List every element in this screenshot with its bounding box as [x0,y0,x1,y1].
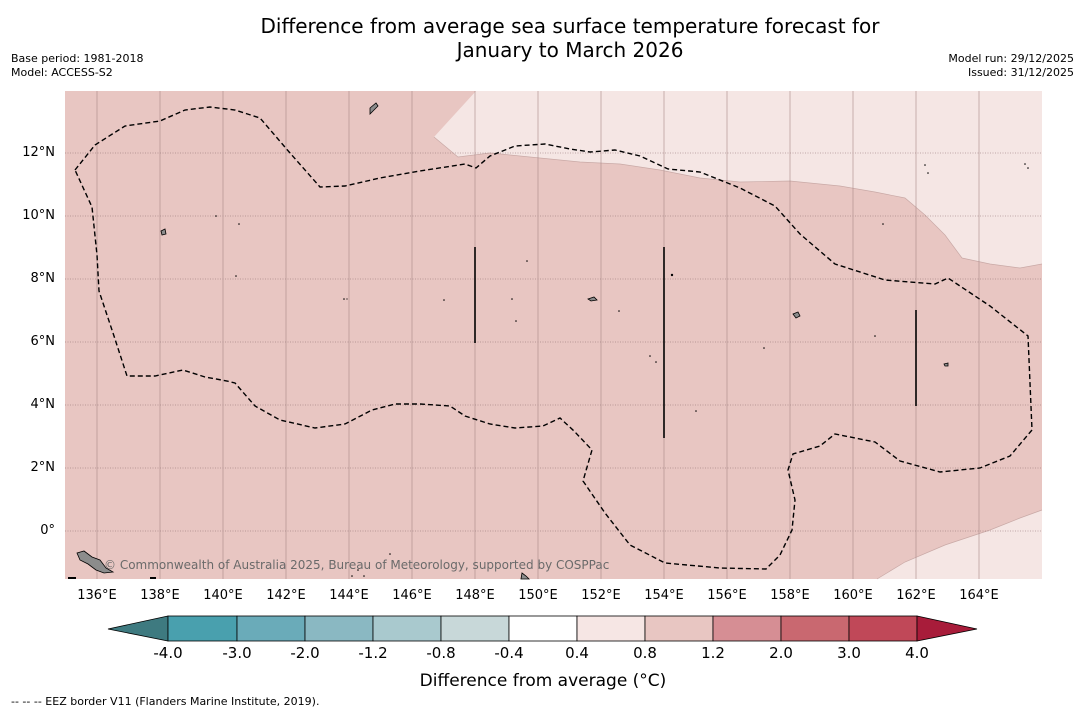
colorbar-bin-1 [167,615,238,642]
colorbar-label: -3.0 [222,644,252,662]
lon-label-146e: 146°E [392,588,432,603]
light-anomaly-region-south [877,510,1042,579]
lon-label-158e: 158°E [770,588,810,603]
lon-label-150e: 150°E [518,588,558,603]
colorbar-bin-4 [372,615,442,642]
meridians [96,91,980,579]
base-period: Base period: 1981-2018 [11,52,144,65]
lon-label-138e: 138°E [140,588,180,603]
map-title: Difference from average sea surface temp… [0,14,1085,62]
colorbar-label: -2.0 [290,644,320,662]
colorbar [107,615,978,642]
lat-label-12n: 12°N [22,145,55,160]
colorbar-label: -0.8 [426,644,456,662]
island-guam [369,102,379,115]
colorbar-title: Difference from average (°C) [419,671,667,691]
colorbar-label: 0.8 [633,644,657,662]
island-chuuk [587,296,598,302]
colorbar-bin-3 [304,615,374,642]
lon-label-136e: 136°E [77,588,117,603]
footnote: -- -- -- EEZ border V11 (Flanders Marine… [11,695,320,708]
meta-left: Base period: 1981-2018 Model: ACCESS-S2 [11,52,143,79]
graticule [65,152,1042,532]
lat-label-4n: 4°N [30,397,56,412]
eez-border [74,106,1033,570]
light-anomaly-region-north [434,91,1042,268]
lat-label-0: 0° [40,523,55,538]
issued-date: Issued: 31/12/2025 [967,65,1074,79]
colorbar-label: 4.0 [905,644,929,662]
lat-label-10n: 10°N [22,208,55,223]
lon-label-144e: 144°E [329,588,369,603]
island-kosrae [943,362,949,367]
atolls [68,163,1029,579]
lon-label-140e: 140°E [203,588,243,603]
colorbar-label: -1.2 [358,644,388,662]
colorbar-bin-6 [508,615,578,642]
lon-label-154e: 154°E [644,588,684,603]
copyright-notice: © Commonwealth of Australia 2025, Bureau… [104,558,610,572]
colorbar-label: -0.4 [494,644,524,662]
lat-label-6n: 6°N [30,334,56,349]
lon-label-164e: 164°E [959,588,999,603]
island-bougainville [520,572,530,580]
lon-label-152e: 152°E [581,588,621,603]
lat-label-2n: 2°N [30,460,56,475]
colorbar-bin-10 [780,615,850,642]
colorbar-label: 1.2 [701,644,725,662]
colorbar-extend-low [107,615,169,642]
model-name: Model: ACCESS-S2 [11,65,113,79]
lon-label-148e: 148°E [455,588,495,603]
colorbar-bin-9 [712,615,782,642]
colorbar-bin-7 [576,615,646,642]
island-png-north [76,550,115,574]
colorbar-label: 0.4 [565,644,589,662]
meta-right: Model run: 29/12/2025 Issued: 31/12/2025 [948,52,1074,79]
lon-label-142e: 142°E [266,588,306,603]
colorbar-bin-2 [236,615,306,642]
colorbar-label: -4.0 [153,644,183,662]
island-pohnpei [792,311,801,319]
lat-label-8n: 8°N [30,271,56,286]
map-title-line2: January to March 2026 [456,38,684,62]
colorbar-bin-11 [848,615,918,642]
island-palau [160,228,167,236]
lon-label-156e: 156°E [707,588,747,603]
model-run: Model run: 29/12/2025 [948,52,1074,65]
colorbar-label: 3.0 [837,644,861,662]
colorbar-label: 2.0 [769,644,793,662]
islands [76,102,949,580]
map-title-line1: Difference from average sea surface temp… [260,14,880,38]
colorbar-bin-8 [644,615,714,642]
lon-label-162e: 162°E [896,588,936,603]
colorbar-bin-5 [440,615,510,642]
lon-label-160e: 160°E [833,588,873,603]
colorbar-extend-high [916,615,978,642]
